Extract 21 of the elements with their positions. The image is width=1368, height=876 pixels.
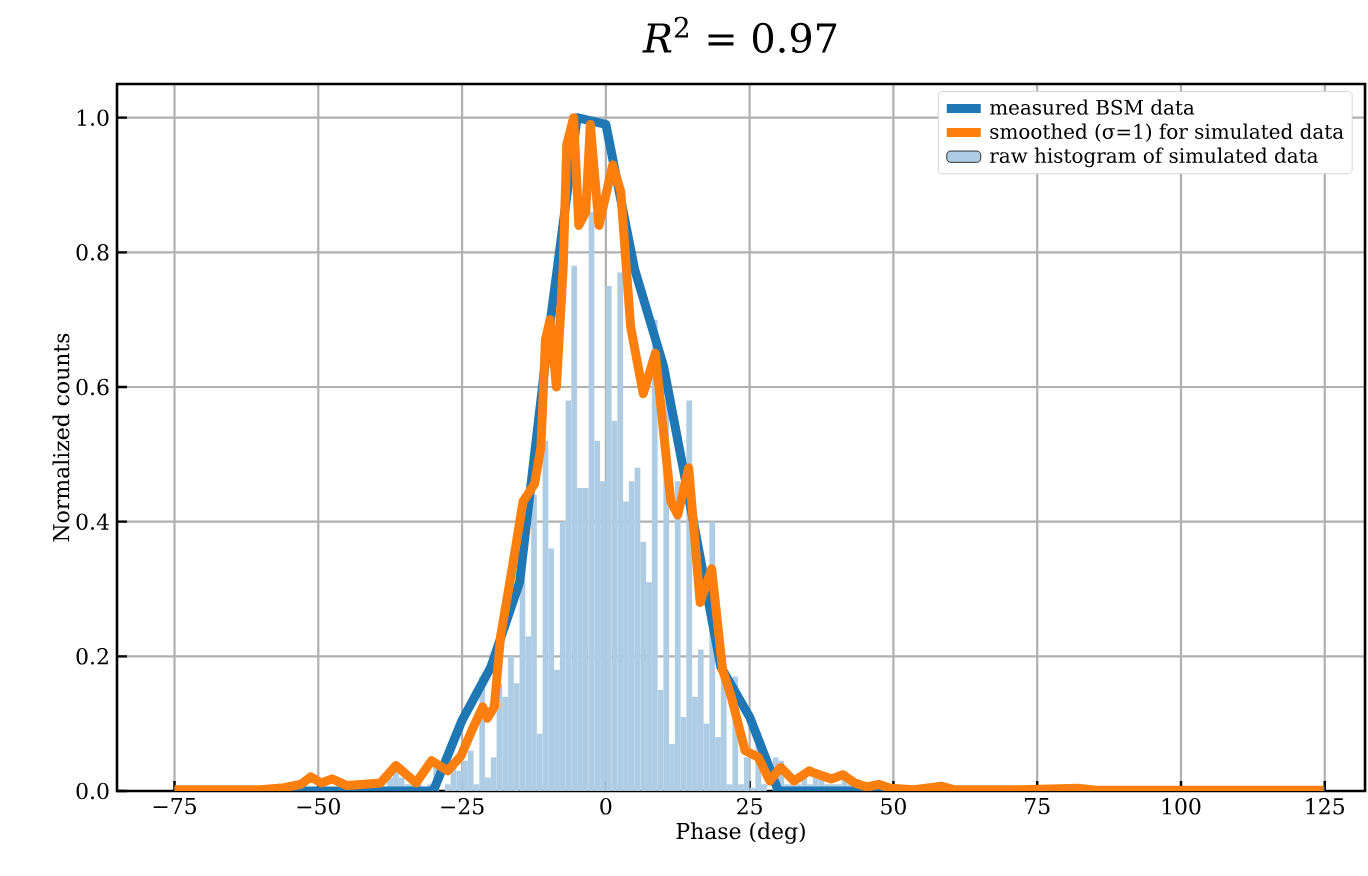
x-tick-label: 0: [600, 798, 612, 815]
x-tick-label: −75: [153, 798, 196, 815]
legend-label: raw histogram of simulated data: [989, 147, 1318, 168]
y-tick-label: 0.6: [76, 378, 109, 396]
x-axis-title: Phase (deg): [676, 822, 805, 844]
y-tick-label: 0.0: [76, 782, 109, 800]
y-tick-label: 0.2: [76, 648, 108, 665]
x-tick-label: −50: [297, 798, 340, 815]
x-tick-label: 50: [881, 798, 906, 815]
x-tick-label: 25: [737, 798, 762, 815]
x-tick-label: −25: [441, 798, 484, 815]
y-tick-label: 1.0: [77, 109, 109, 126]
chart-title: R$^{2}$ = 0.97: [642, 16, 837, 53]
y-tick-label: 0.4: [76, 513, 109, 530]
legend-label: smoothed (σ=1) for simulated data: [990, 123, 1344, 142]
legend-label: measured BSM data: [989, 99, 1195, 115]
x-tick-label: 125: [1306, 798, 1344, 815]
y-tick-label: 0.8: [76, 244, 109, 261]
x-tick-label: 100: [1162, 798, 1201, 815]
y-axis-title: Normalized counts: [52, 333, 70, 542]
x-tick-label: 75: [1025, 798, 1050, 815]
